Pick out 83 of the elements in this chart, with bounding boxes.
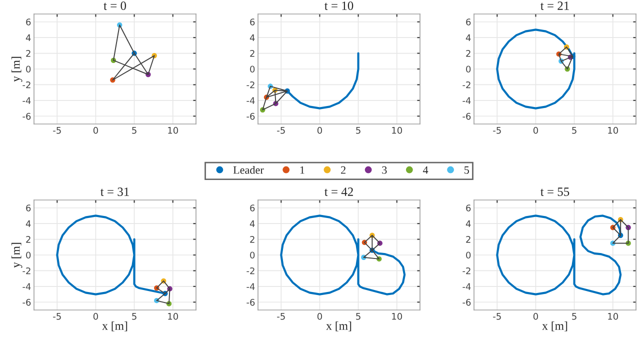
y-tick-label: -2 bbox=[246, 267, 254, 274]
x-tick-label: 5 bbox=[572, 313, 576, 320]
y-tick-label: 4 bbox=[466, 220, 471, 227]
x-tick-label: 10 bbox=[168, 312, 178, 320]
y-tick-label: 6 bbox=[466, 18, 471, 26]
x-tick-label: 5 bbox=[132, 313, 136, 320]
y-tick-label: -2 bbox=[22, 81, 30, 88]
x-tick-label: 10 bbox=[608, 312, 618, 320]
y-tick-label: 4 bbox=[250, 220, 255, 227]
x-tick-label: 0 bbox=[317, 126, 322, 134]
legend-label: 1 bbox=[300, 166, 304, 174]
y-tick-label: -6 bbox=[462, 112, 471, 120]
x-tick-label: 5 bbox=[356, 127, 360, 134]
x-tick-label: -5 bbox=[493, 313, 501, 320]
x-tick-label: 0 bbox=[93, 126, 98, 134]
y-tick-label: 6 bbox=[466, 204, 471, 212]
y-tick-label: 4 bbox=[26, 34, 31, 41]
y-tick-label: 4 bbox=[466, 34, 471, 41]
x-tick-label: 0 bbox=[533, 126, 538, 134]
x-tick-label: 5 bbox=[132, 127, 136, 134]
y-tick-label: 4 bbox=[250, 34, 255, 41]
y-tick-label: 6 bbox=[250, 18, 255, 26]
legend-label: 3 bbox=[382, 166, 387, 174]
y-tick-label: -6 bbox=[22, 298, 31, 306]
y-tick-label: -4 bbox=[246, 283, 255, 290]
x-tick-label: 0 bbox=[533, 312, 538, 320]
x-tick-label: 5 bbox=[572, 127, 576, 134]
x-tick-label: 5 bbox=[356, 313, 360, 320]
y-tick-label: -2 bbox=[462, 81, 470, 88]
x-tick-label: -5 bbox=[53, 313, 61, 320]
y-tick-label: -4 bbox=[22, 97, 31, 104]
legend-label: 4 bbox=[422, 166, 428, 174]
x-axis-title: x [m] bbox=[326, 322, 352, 332]
y-tick-label: -6 bbox=[462, 298, 471, 306]
y-axis-title: y [m] bbox=[11, 242, 22, 268]
y-tick-label: 6 bbox=[26, 18, 31, 26]
y-tick-label: -6 bbox=[246, 112, 255, 120]
y-tick-label: 0 bbox=[250, 252, 255, 259]
y-tick-label: -4 bbox=[462, 97, 471, 104]
y-tick-label: -6 bbox=[22, 112, 31, 120]
y-tick-label: 4 bbox=[26, 220, 31, 227]
y-tick-label: 0 bbox=[466, 252, 471, 259]
y-tick-label: 0 bbox=[466, 66, 471, 73]
y-tick-label: 6 bbox=[250, 204, 255, 212]
y-tick-label: -2 bbox=[22, 267, 30, 274]
x-tick-label: 0 bbox=[93, 312, 98, 320]
x-tick-label: -5 bbox=[493, 127, 501, 134]
legend-label: Leader bbox=[233, 166, 264, 174]
x-tick-label: -5 bbox=[277, 313, 285, 320]
x-tick-label: -5 bbox=[53, 127, 61, 134]
x-tick-label: 10 bbox=[168, 126, 178, 134]
x-tick-label: 0 bbox=[317, 312, 322, 320]
legend-label: 5 bbox=[464, 166, 469, 174]
y-tick-label: 2 bbox=[26, 236, 30, 243]
y-tick-label: 2 bbox=[250, 236, 254, 243]
x-axis-title: x [m] bbox=[542, 322, 568, 332]
y-tick-label: 2 bbox=[250, 50, 254, 57]
chart-title: t = 42 bbox=[324, 188, 353, 196]
y-tick-label: 2 bbox=[466, 50, 470, 57]
y-tick-label: -2 bbox=[462, 267, 470, 274]
y-tick-label: 2 bbox=[466, 236, 470, 243]
x-axis-title: x [m] bbox=[102, 322, 128, 332]
x-tick-label: -5 bbox=[277, 127, 285, 134]
y-tick-label: -4 bbox=[22, 283, 31, 290]
chart-title: t = 21 bbox=[540, 2, 569, 10]
chart-title: t = 55 bbox=[540, 188, 570, 196]
x-tick-label: 10 bbox=[608, 126, 618, 134]
y-tick-label: 6 bbox=[26, 204, 31, 212]
chart-title: t = 0 bbox=[104, 2, 126, 10]
y-tick-label: -4 bbox=[246, 97, 255, 104]
y-tick-label: -6 bbox=[246, 298, 255, 306]
legend-label: 2 bbox=[341, 166, 346, 174]
chart-title: t = 10 bbox=[324, 2, 354, 10]
y-tick-label: -4 bbox=[462, 283, 471, 290]
y-tick-label: -2 bbox=[246, 81, 254, 88]
y-tick-label: 0 bbox=[26, 252, 31, 259]
y-tick-label: 2 bbox=[26, 50, 30, 57]
y-axis-title: y [m] bbox=[11, 56, 22, 82]
x-tick-label: 10 bbox=[392, 126, 402, 134]
y-tick-label: 0 bbox=[250, 66, 255, 73]
y-tick-label: 0 bbox=[26, 66, 31, 73]
chart-title: t = 31 bbox=[100, 188, 129, 196]
x-tick-label: 10 bbox=[392, 312, 402, 320]
